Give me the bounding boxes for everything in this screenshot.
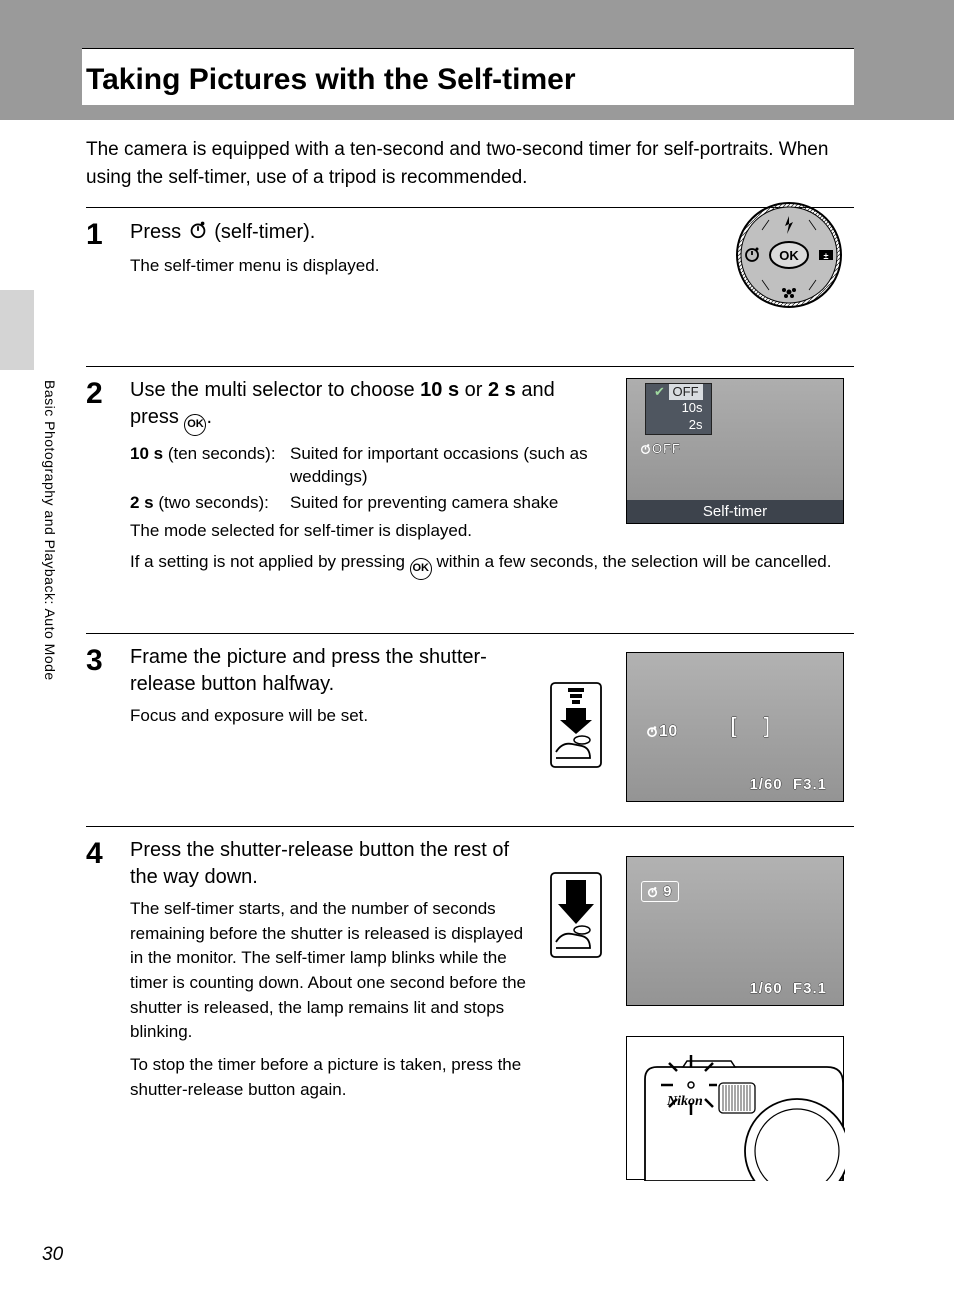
- text: (self-timer).: [214, 221, 315, 243]
- title-area: Taking Pictures with the Self-timer: [82, 48, 854, 105]
- timer-status: OFF: [639, 441, 837, 456]
- countdown-value: 9: [663, 883, 671, 900]
- page-number: 30: [42, 1244, 63, 1266]
- step-heading: Press the shutter-release button the res…: [130, 837, 530, 891]
- text: Press: [130, 221, 187, 243]
- shutter-speed: 1/60: [749, 980, 782, 997]
- text: or: [459, 379, 488, 401]
- svg-text:±: ±: [824, 251, 829, 261]
- text: OFF: [652, 441, 681, 456]
- step-heading: Use the multi selector to choose 10 s or…: [130, 377, 560, 435]
- focus-brackets: []: [727, 715, 794, 740]
- ok-button-icon: OK: [410, 558, 432, 580]
- menu-item-10s: 10s: [654, 400, 703, 416]
- shutter-speed: 1/60: [749, 776, 782, 793]
- step-heading: Frame the picture and press the shutter-…: [130, 644, 510, 698]
- ok-button-icon: OK: [184, 414, 206, 436]
- timer-menu-screen: ✔ OFF 10s 2s OFF Self-timer: [626, 378, 844, 524]
- exposure-readout: 1/60 F3.1: [749, 980, 827, 997]
- self-timer-icon: [187, 218, 209, 248]
- text: If a setting is not applied by pressing: [130, 552, 410, 571]
- separator: [86, 366, 854, 367]
- separator: [86, 633, 854, 634]
- header-bar: Taking Pictures with the Self-timer: [0, 0, 954, 120]
- shutter-fullpress-icon: [548, 870, 604, 965]
- menu-item-2s: 2s: [654, 417, 703, 433]
- menu-item-off: OFF: [669, 384, 703, 400]
- option-desc: Suited for preventing camera shake: [290, 491, 600, 515]
- option-label: 10 s: [130, 444, 163, 463]
- timer-menu-dropdown: ✔ OFF 10s 2s: [645, 383, 712, 435]
- option-2s: 2 s (two seconds): Suited for preventing…: [130, 491, 600, 515]
- option-10s: 10 s (ten seconds): Suited for important…: [130, 442, 590, 490]
- countdown-indicator: 9: [641, 881, 679, 902]
- aperture: F3.1: [793, 980, 827, 997]
- exposure-readout: 1/60 F3.1: [749, 776, 827, 793]
- step-subtext: The self-timer menu is displayed.: [130, 254, 550, 279]
- text: (ten seconds):: [163, 444, 275, 463]
- multi-selector-dial: OK ±: [734, 200, 844, 310]
- text: within a few seconds, the selection will…: [432, 552, 832, 571]
- camera-front-illustration: Nikon: [626, 1036, 844, 1180]
- step-number: 3: [86, 644, 130, 818]
- text: Use the multi selector to choose: [130, 379, 420, 401]
- text-bold: 2 s: [488, 379, 516, 401]
- step-number: 1: [86, 218, 130, 358]
- page-title: Taking Pictures with the Self-timer: [86, 63, 854, 97]
- step-subtext: To stop the timer before a picture is ta…: [130, 1053, 530, 1102]
- step-subtext: The self-timer starts, and the number of…: [130, 897, 530, 1045]
- side-tab: [0, 290, 34, 370]
- lcd-screen-halfpress: 10 [] 1/60 F3.1: [626, 652, 844, 802]
- text-bold: 10 s: [420, 379, 459, 401]
- option-desc: Suited for important occasions (such as …: [290, 442, 590, 490]
- timer-indicator: 10: [645, 723, 678, 741]
- intro-text: The camera is equipped with a ten-second…: [86, 136, 854, 191]
- timer-value: 10: [659, 723, 678, 740]
- shutter-halfpress-icon: [548, 680, 604, 775]
- step-subtext: Focus and exposure will be set.: [130, 704, 510, 729]
- aperture: F3.1: [793, 776, 827, 793]
- option-label: 2 s: [130, 493, 154, 512]
- ok-label: OK: [779, 248, 799, 263]
- text: (two seconds):: [154, 493, 269, 512]
- svg-text:Nikon: Nikon: [666, 1094, 703, 1109]
- text: .: [206, 406, 212, 428]
- step-heading: Press (self-timer).: [130, 218, 550, 248]
- lcd-screen-countdown: 9 1/60 F3.1: [626, 856, 844, 1006]
- section-label: Basic Photography and Playback: Auto Mod…: [42, 380, 58, 681]
- step-number: 4: [86, 837, 130, 1108]
- separator: [86, 826, 854, 827]
- step-note: If a setting is not applied by pressing …: [130, 550, 854, 580]
- screen-footer-label: Self-timer: [627, 500, 843, 523]
- step-number: 2: [86, 377, 130, 625]
